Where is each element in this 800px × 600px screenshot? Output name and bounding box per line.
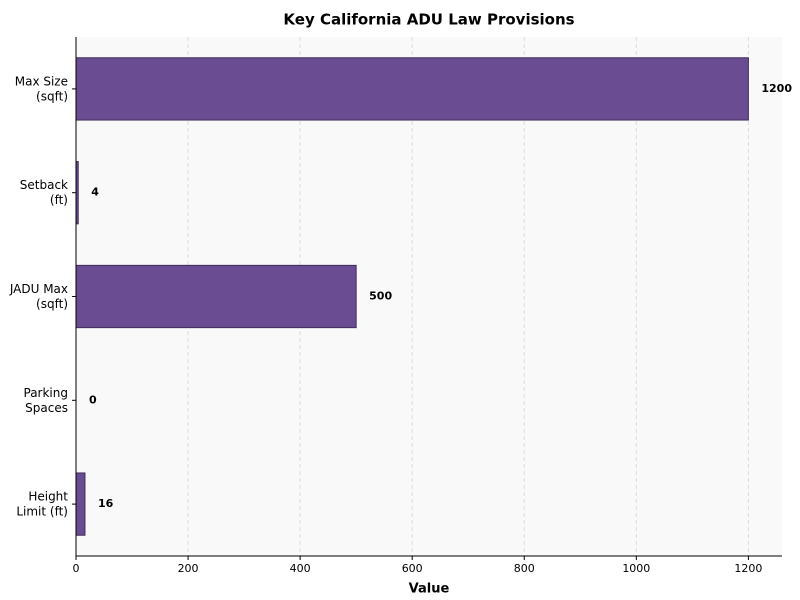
x-tick-label: 1000 bbox=[622, 562, 650, 575]
y-tick-label: Height Limit (ft) bbox=[16, 490, 68, 519]
x-axis-label: Value bbox=[409, 582, 450, 597]
value-label: 0 bbox=[89, 393, 97, 406]
x-tick-label: 600 bbox=[402, 562, 423, 575]
bar bbox=[75, 57, 749, 121]
x-tick-label: 0 bbox=[73, 562, 80, 575]
y-tick-label: JADU Max (sqft) bbox=[9, 282, 68, 311]
x-tick-label: 1200 bbox=[734, 562, 762, 575]
bar bbox=[75, 472, 86, 536]
y-tick-label: Max Size (sqft) bbox=[15, 74, 68, 103]
bar bbox=[75, 264, 357, 329]
x-tick-label: 800 bbox=[514, 562, 535, 575]
x-tick-label: 400 bbox=[290, 562, 311, 575]
chart-title: Key California ADU Law Provisions bbox=[283, 11, 574, 29]
value-label: 1200 bbox=[761, 82, 792, 95]
value-label: 500 bbox=[369, 290, 392, 303]
value-label: 16 bbox=[98, 497, 114, 510]
x-tick-label: 200 bbox=[178, 562, 199, 575]
y-tick-label: Setback (ft) bbox=[20, 178, 68, 207]
value-label: 4 bbox=[91, 186, 99, 199]
y-tick-label: Parking Spaces bbox=[24, 386, 69, 415]
